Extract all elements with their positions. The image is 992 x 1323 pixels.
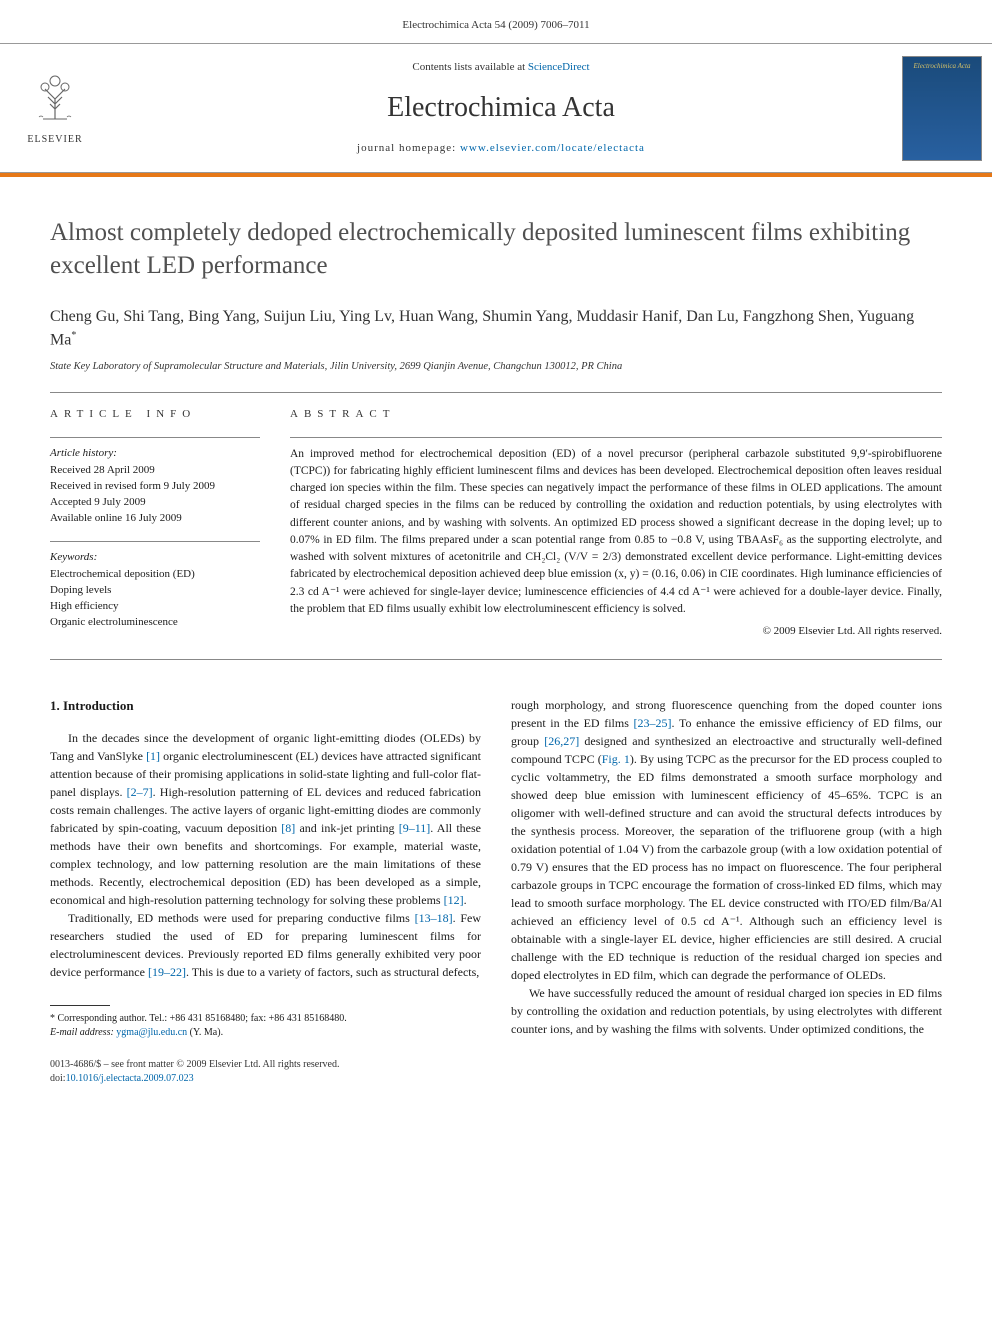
body-paragraph: In the decades since the development of … xyxy=(50,729,481,909)
page-footer: 0013-4686/$ – see front matter © 2009 El… xyxy=(0,1040,992,1106)
info-abstract-row: ARTICLE INFO Article history: Received 2… xyxy=(50,393,942,659)
history-heading: Article history: xyxy=(50,446,260,461)
citation-link[interactable]: [8] xyxy=(281,821,295,835)
journal-cover-icon: Electrochimica Acta xyxy=(902,56,982,161)
publisher-name: ELSEVIER xyxy=(27,133,82,147)
citation-link[interactable]: [1] xyxy=(146,749,160,763)
corresponding-mark: * xyxy=(71,330,76,341)
body-column-right: rough morphology, and strong fluorescenc… xyxy=(511,696,942,1041)
citation-link[interactable]: [26,27] xyxy=(544,734,579,748)
body-paragraph: rough morphology, and strong fluorescenc… xyxy=(511,696,942,984)
abstract-copyright: © 2009 Elsevier Ltd. All rights reserved… xyxy=(290,624,942,639)
footnote-separator xyxy=(50,1005,110,1006)
abstract-label: ABSTRACT xyxy=(290,407,942,422)
article-body: Almost completely dedoped electrochemica… xyxy=(0,217,992,1040)
journal-title: Electrochimica Acta xyxy=(387,88,615,127)
citation-link[interactable]: [23–25] xyxy=(634,716,672,730)
footer-left: 0013-4686/$ – see front matter © 2009 El… xyxy=(50,1058,339,1086)
body-column-left: 1. Introduction In the decades since the… xyxy=(50,696,481,1041)
citation-text: Electrochimica Acta 54 (2009) 7006–7011 xyxy=(402,19,589,31)
citation-link[interactable]: [2–7] xyxy=(127,785,153,799)
elsevier-logo-icon xyxy=(25,69,85,129)
banner-center: Contents lists available at ScienceDirec… xyxy=(110,44,892,172)
cover-thumbnail-wrap: Electrochimica Acta xyxy=(892,44,992,172)
section-heading: 1. Introduction xyxy=(50,696,481,716)
abstract-column: ABSTRACT An improved method for electroc… xyxy=(290,407,942,645)
contents-available-line: Contents lists available at ScienceDirec… xyxy=(412,60,589,75)
homepage-link[interactable]: www.elsevier.com/locate/electacta xyxy=(460,142,645,154)
author-list: Cheng Gu, Shi Tang, Bing Yang, Suijun Li… xyxy=(50,306,942,351)
history-text: Received 28 April 2009 Received in revis… xyxy=(50,463,260,527)
figure-link[interactable]: Fig. 1 xyxy=(602,752,630,766)
accent-bar xyxy=(0,173,992,177)
abstract-text: An improved method for electrochemical d… xyxy=(290,446,942,619)
article-title: Almost completely dedoped electrochemica… xyxy=(50,217,942,282)
affiliation: State Key Laboratory of Supramolecular S… xyxy=(50,360,942,375)
body-paragraph: We have successfully reduced the amount … xyxy=(511,984,942,1038)
publisher-block: ELSEVIER xyxy=(0,44,110,172)
keywords-heading: Keywords: xyxy=(50,550,260,565)
homepage-line: journal homepage: www.elsevier.com/locat… xyxy=(357,141,645,156)
citation-link[interactable]: [19–22] xyxy=(148,965,186,979)
citation-link[interactable]: [9–11] xyxy=(399,821,431,835)
doi-link[interactable]: 10.1016/j.electacta.2009.07.023 xyxy=(66,1073,194,1084)
email-link[interactable]: ygma@jlu.edu.cn xyxy=(116,1027,187,1038)
keywords-text: Electrochemical deposition (ED) Doping l… xyxy=(50,567,260,631)
journal-banner: ELSEVIER Contents lists available at Sci… xyxy=(0,43,992,173)
article-info-column: ARTICLE INFO Article history: Received 2… xyxy=(50,407,260,645)
running-header: Electrochimica Acta 54 (2009) 7006–7011 xyxy=(0,0,992,43)
article-info-label: ARTICLE INFO xyxy=(50,407,260,422)
sciencedirect-link[interactable]: ScienceDirect xyxy=(528,61,590,73)
divider xyxy=(50,659,942,660)
citation-link[interactable]: [13–18] xyxy=(415,911,453,925)
citation-link[interactable]: [12] xyxy=(444,893,464,907)
body-paragraph: Traditionally, ED methods were used for … xyxy=(50,909,481,981)
issn-line: 0013-4686/$ – see front matter © 2009 El… xyxy=(50,1058,339,1072)
body-columns: 1. Introduction In the decades since the… xyxy=(50,696,942,1041)
corresponding-author-footnote: * Corresponding author. Tel.: +86 431 85… xyxy=(50,1012,481,1040)
